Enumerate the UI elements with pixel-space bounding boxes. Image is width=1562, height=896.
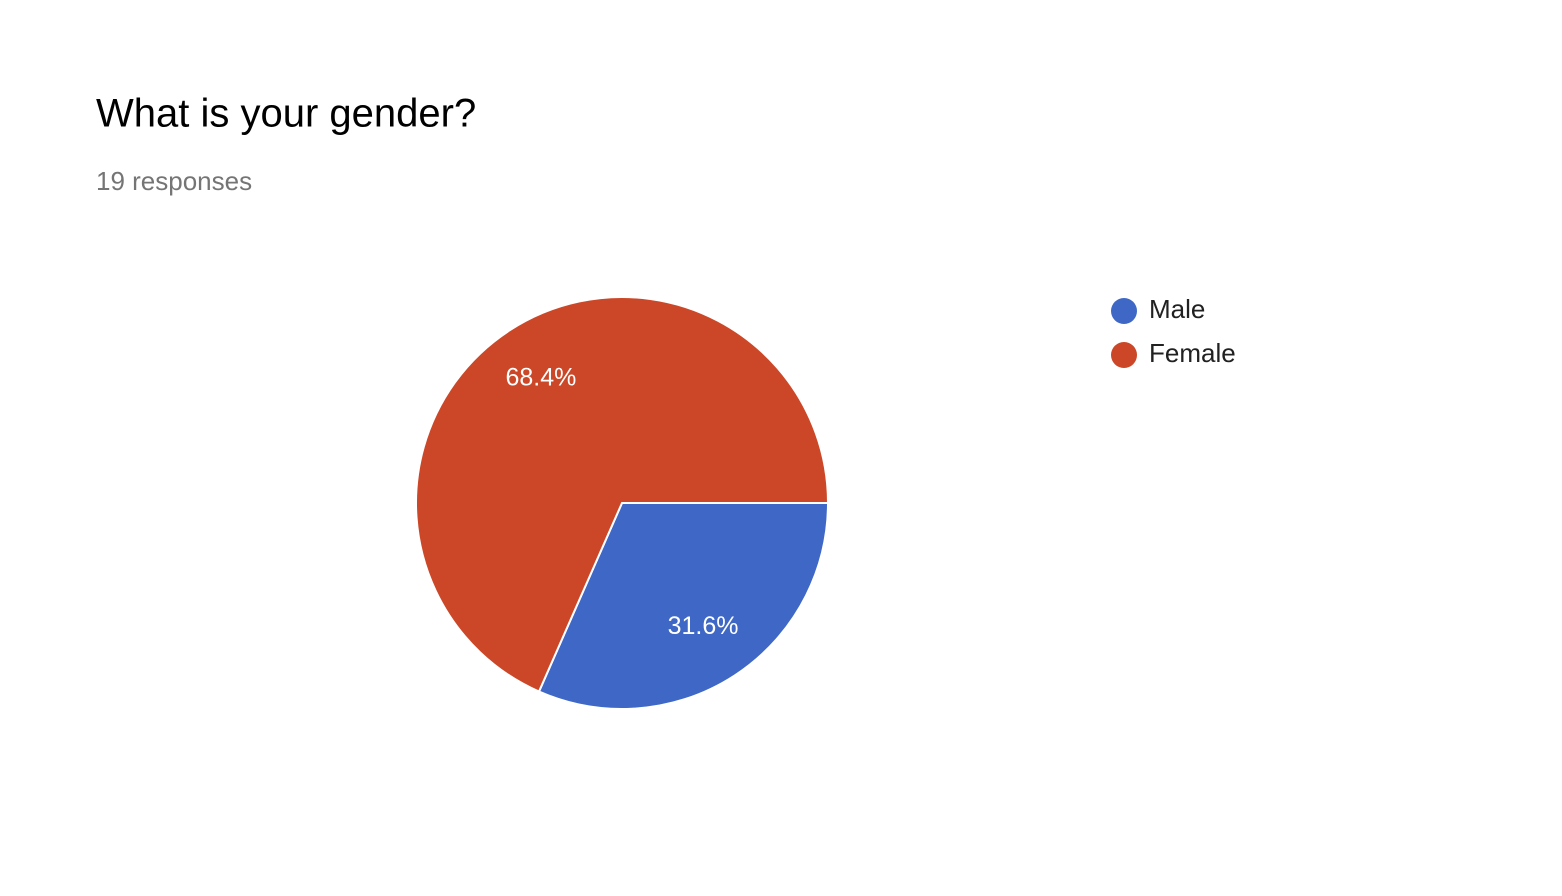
pie-slice	[537, 502, 830, 710]
chart-title: What is your gender?	[96, 92, 476, 136]
slice-label: 31.6%	[668, 612, 739, 640]
chart-subtitle: 19 responses	[96, 166, 252, 196]
legend-label: Female	[1149, 338, 1236, 368]
legend-label: Male	[1149, 294, 1205, 324]
pie-slice	[415, 296, 830, 693]
legend-marker	[1111, 342, 1137, 368]
legend-marker	[1111, 298, 1137, 324]
slice-label: 68.4%	[506, 363, 577, 391]
